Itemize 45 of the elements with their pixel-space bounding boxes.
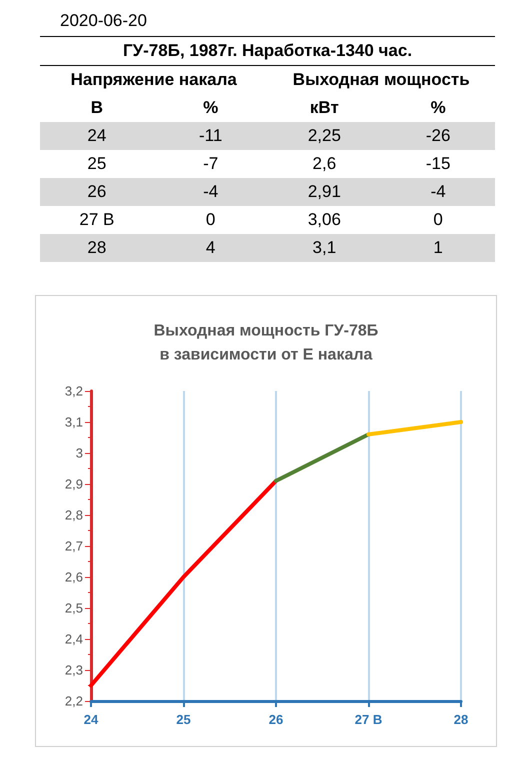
text: 0 <box>432 210 444 230</box>
text: 28 <box>86 238 108 258</box>
y-tick-label: 2,6 <box>64 570 83 584</box>
x-tick-label: 25 <box>176 712 191 727</box>
text: -4 <box>202 182 220 202</box>
text: ГУ-78Б, 1987г. Наработка-1340 час. <box>122 41 414 61</box>
text: 3,06 <box>306 210 342 230</box>
y-tick-label: 2,3 <box>64 662 83 678</box>
y-tick-label: 2,2 <box>64 694 83 708</box>
text: 24 <box>86 126 108 146</box>
y-tick-label: 2,5 <box>64 600 83 616</box>
y-tick-label: 2,4 <box>64 632 83 646</box>
text: 4 <box>204 238 216 258</box>
text: -26 <box>424 126 452 146</box>
text: -11 <box>198 126 224 146</box>
y-tick-label: 3,1 <box>64 414 83 430</box>
y-tick-label: 3 <box>76 446 83 460</box>
text: % <box>202 98 220 118</box>
text: 3,1 <box>312 238 338 258</box>
text: 2,25 <box>306 126 342 146</box>
y-tick-label: 3,2 <box>64 384 83 398</box>
text: -4 <box>430 182 447 202</box>
text: 26 <box>86 182 108 202</box>
text: 25 <box>86 154 108 174</box>
text: кВт <box>308 98 340 118</box>
text: % <box>430 98 447 118</box>
y-tick-label: 2,8 <box>64 508 83 522</box>
text: 27 В <box>78 210 116 230</box>
text: 2,91 <box>306 182 342 202</box>
x-tick-label: 26 <box>268 712 284 727</box>
x-tick-label: 28 <box>454 712 468 727</box>
text: -15 <box>424 154 452 174</box>
text: Напряжение накала <box>70 70 238 90</box>
text: Выходная мощность <box>292 70 471 90</box>
text: -7 <box>202 154 220 174</box>
chart-title: Выходная мощность ГУ-78Б в зависимости от Е накала <box>154 322 378 364</box>
text: 0 <box>204 210 216 230</box>
x-tick-label: 24 <box>84 712 99 727</box>
x-tick-label: 27 В <box>354 712 382 727</box>
y-tick-label: 2,9 <box>64 476 83 492</box>
text: В <box>90 98 104 118</box>
text: 2,6 <box>312 154 338 174</box>
y-tick-label: 2,7 <box>64 538 83 554</box>
text: 2020-06-20 <box>59 10 148 32</box>
text: 1 <box>432 238 444 258</box>
